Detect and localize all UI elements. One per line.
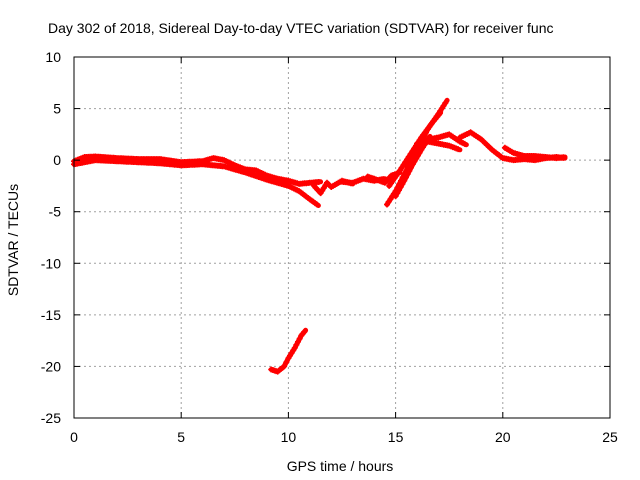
data-point-marker [435, 111, 442, 118]
data-point-marker [402, 174, 409, 181]
data-point-marker [406, 167, 413, 174]
data-point-marker [397, 184, 404, 190]
data-point-marker [403, 162, 410, 169]
data-point-marker [442, 100, 449, 106]
data-point-marker [404, 171, 411, 178]
data-point-marker [296, 335, 303, 342]
plot-frame [73, 56, 611, 419]
data-point-marker [301, 329, 308, 335]
data-point-marker [313, 201, 320, 208]
data-point-marker [406, 155, 413, 162]
x-tick-label: 15 [388, 429, 404, 445]
y-tick-label: 10 [45, 49, 61, 65]
y-tick-label: -25 [41, 410, 61, 426]
data-point-marker [293, 341, 300, 348]
data-point-marker [405, 158, 412, 165]
data-point-marker [283, 359, 290, 366]
y-tick-label: 5 [53, 101, 61, 117]
y-tick-label: -15 [41, 307, 61, 323]
data-layer [71, 97, 568, 375]
y-tick-label: -20 [41, 358, 61, 374]
data-point-marker [410, 148, 417, 155]
data-point-marker [401, 177, 408, 184]
x-tick-label: 0 [70, 429, 78, 445]
data-point-marker [412, 145, 419, 152]
x-tick-label: 25 [602, 429, 618, 445]
data-point-marker [281, 363, 288, 370]
y-tick-label: -5 [49, 204, 62, 220]
data-point-marker [392, 193, 399, 200]
data-point-marker [396, 187, 402, 194]
chart-title: Day 302 of 2018, Sidereal Day-to-day VTE… [48, 20, 554, 36]
y-axis-title: SDTVAR / TECUs [5, 184, 21, 296]
x-tick-label: 10 [281, 429, 297, 445]
data-point-marker [315, 179, 322, 185]
data-point-marker [455, 146, 462, 153]
y-tick-label: -10 [41, 255, 61, 271]
data-point-marker [408, 152, 415, 158]
x-axis-title: GPS time / hours [287, 458, 394, 474]
x-tick-label: 20 [495, 429, 511, 445]
data-point-marker [399, 180, 406, 187]
data-point-marker [408, 164, 414, 171]
data-point-marker [560, 154, 567, 161]
data-point-marker [291, 344, 298, 351]
data-point-marker [295, 338, 301, 345]
x-tick-label: 5 [177, 429, 185, 445]
data-point-marker [461, 140, 468, 147]
tick-layer: 0 5 10 15 20 25 -25 -20 -15 -10 -5 0 5 10 [41, 49, 618, 445]
y-tick-label: 0 [53, 152, 61, 168]
